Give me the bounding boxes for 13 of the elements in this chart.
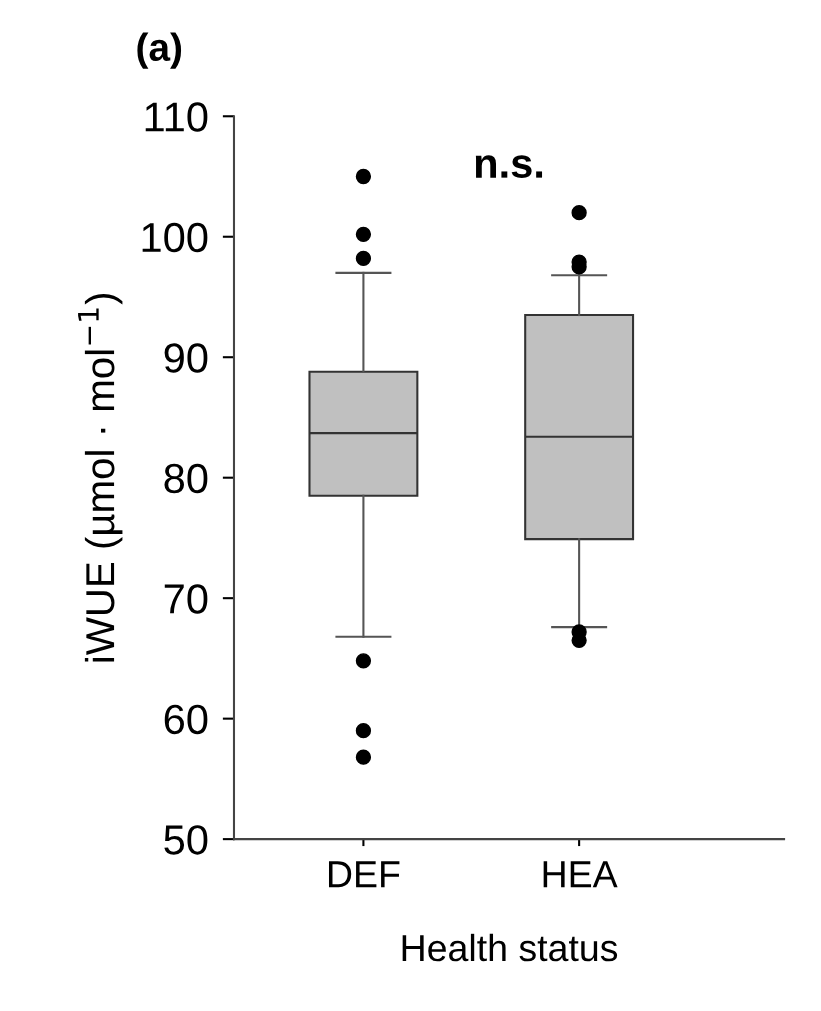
x-tick-label: HEA	[543, 861, 618, 888]
chart-title: (a)	[137, 32, 182, 69]
y-axis-title: iWUE (µmol · mol$^{−1}$)	[78, 293, 123, 662]
x-tick-label: DEF	[328, 861, 400, 888]
annotation: n.s.	[475, 155, 543, 179]
y-tick-label: 60	[164, 704, 208, 735]
y-tick-label: 110	[145, 102, 208, 132]
y-tick-label: 70	[164, 584, 208, 614]
y-tick-label: 50	[164, 825, 208, 855]
y-tick-label: 80	[164, 463, 208, 494]
y-tick-label: 100	[142, 222, 208, 253]
y-tick-label: 90	[164, 343, 208, 373]
x-axis-title: Health status	[402, 933, 618, 962]
